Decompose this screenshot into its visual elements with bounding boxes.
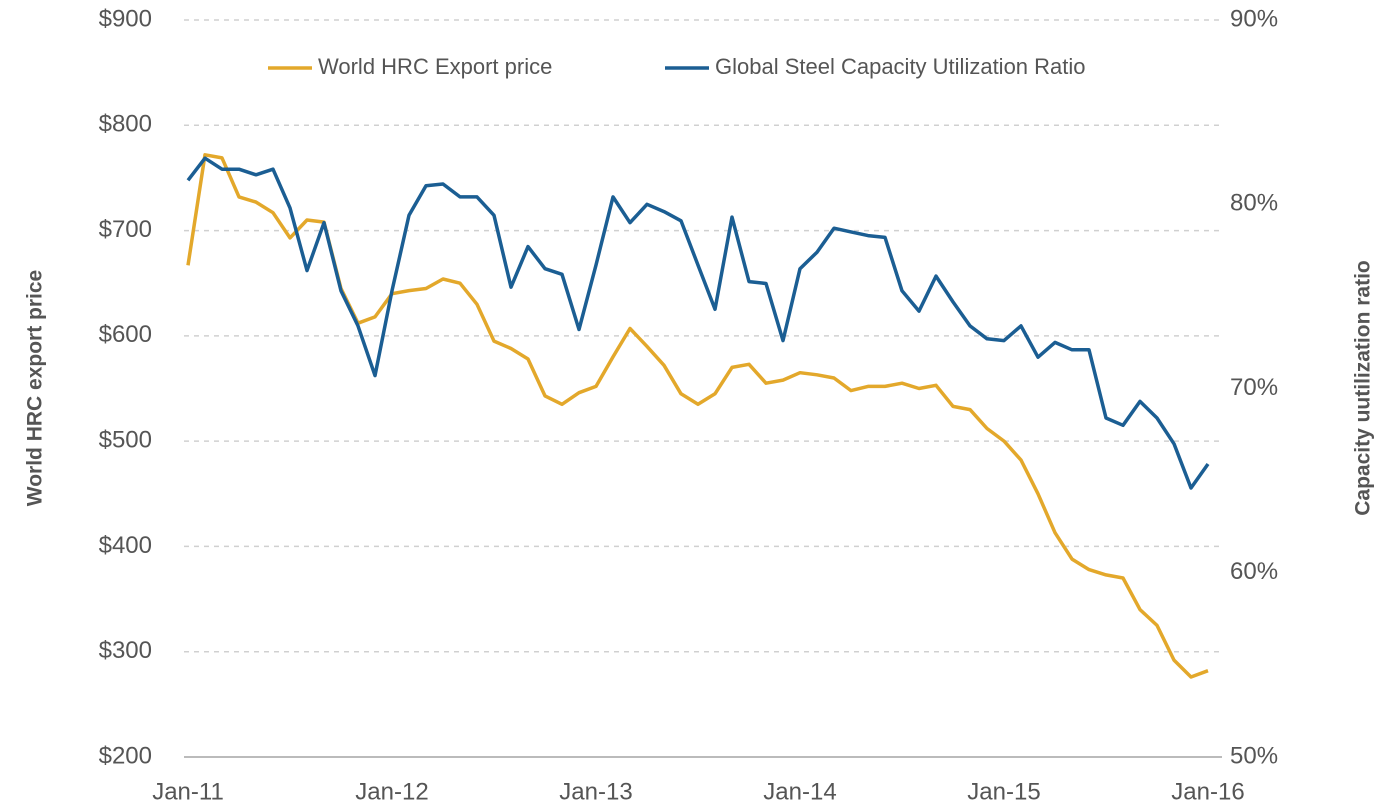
y-tick-label: $700 xyxy=(99,216,152,243)
series-line xyxy=(186,153,1209,679)
y-tick-label: $800 xyxy=(99,111,152,138)
legend-label: Global Steel Capacity Utilization Ratio xyxy=(715,54,1086,79)
y2-tick-label: 70% xyxy=(1230,374,1278,401)
y-tick-label: $300 xyxy=(99,637,152,664)
y-tick-label: $200 xyxy=(99,742,152,769)
series-line xyxy=(186,156,1210,490)
y2-tick-label: 50% xyxy=(1230,742,1278,769)
x-tick-label: Jan-15 xyxy=(967,778,1040,805)
legend-label: World HRC Export price xyxy=(318,54,552,79)
y-tick-label: $600 xyxy=(99,321,152,348)
x-tick-label: Jan-16 xyxy=(1171,778,1244,805)
y-tick-label: $500 xyxy=(99,426,152,453)
x-tick-label: Jan-11 xyxy=(152,778,224,805)
y2-tick-label: 80% xyxy=(1230,190,1278,217)
y2-tick-label: 60% xyxy=(1230,558,1278,585)
y-tick-label: $400 xyxy=(99,532,152,559)
y-tick-label: $900 xyxy=(99,5,152,32)
x-tick-label: Jan-12 xyxy=(355,778,428,805)
x-tick-label: Jan-14 xyxy=(763,778,836,805)
x-tick-label: Jan-13 xyxy=(559,778,632,805)
y-axis-title: World HRC export price xyxy=(24,270,47,506)
y2-tick-label: 90% xyxy=(1230,5,1278,32)
y2-axis-title: Capacity uutilization ratio xyxy=(1352,260,1375,516)
